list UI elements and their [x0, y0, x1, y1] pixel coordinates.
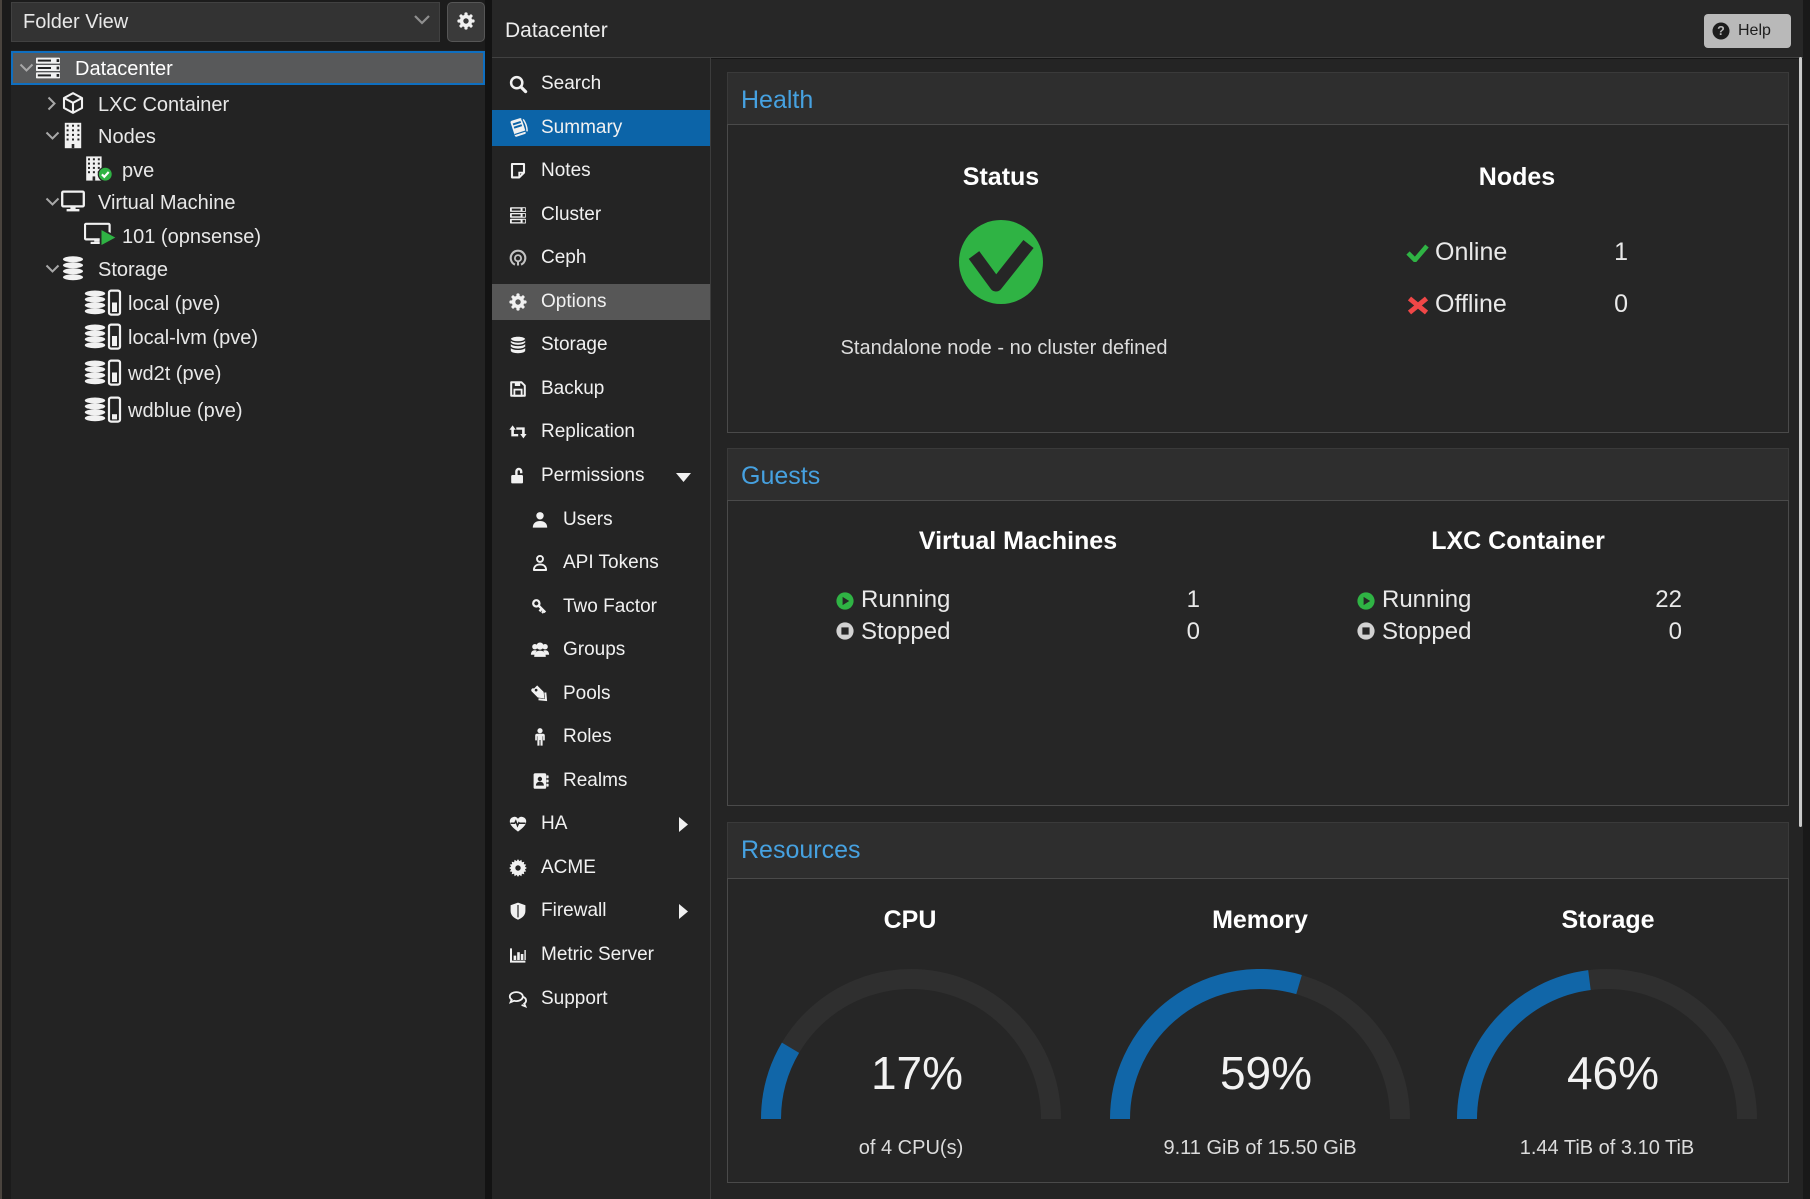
svg-text:?: ? [1717, 24, 1725, 38]
